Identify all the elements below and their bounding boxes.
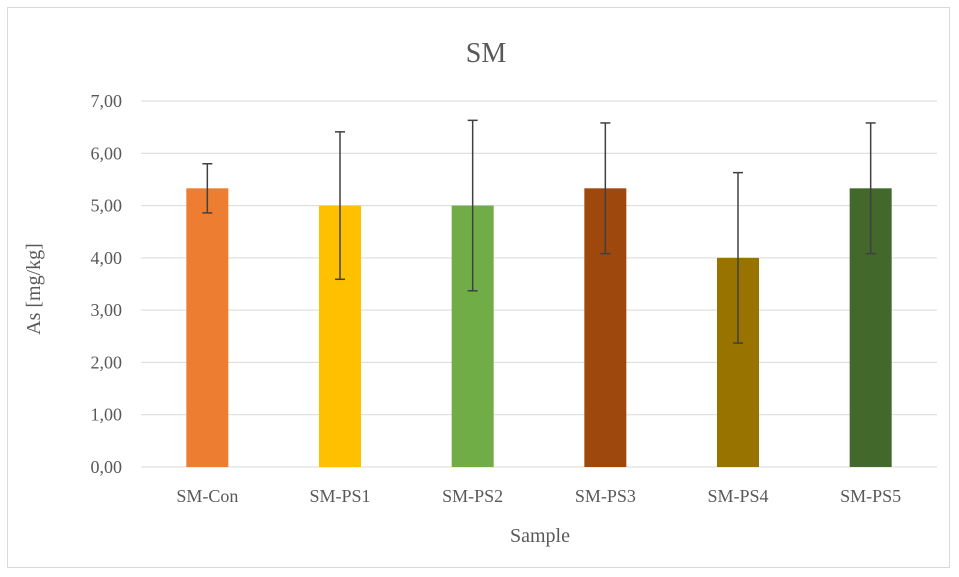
y-tick-label: 1,00 bbox=[91, 405, 123, 425]
error-bars bbox=[202, 119, 876, 344]
y-tick-label: 4,00 bbox=[91, 248, 123, 268]
error-bar bbox=[467, 119, 478, 292]
x-axis-label: Sample bbox=[510, 525, 570, 547]
error-bar bbox=[202, 162, 213, 214]
chart-title: SM bbox=[466, 38, 507, 69]
x-tick-label: SM-PS2 bbox=[442, 486, 503, 506]
y-tick-label: 0,00 bbox=[91, 457, 123, 477]
y-tick-label: 7,00 bbox=[91, 91, 123, 111]
y-tick-label: 2,00 bbox=[91, 352, 123, 372]
bar-sm-con bbox=[186, 188, 229, 467]
y-tick-label: 3,00 bbox=[91, 300, 123, 320]
y-tick-label: 6,00 bbox=[91, 143, 123, 163]
bars bbox=[186, 188, 892, 468]
y-axis-tick-labels: 0,00 1,00 2,00 3,00 4,00 5,00 6,00 7,00 bbox=[91, 91, 123, 477]
x-tick-label: SM-Con bbox=[176, 486, 238, 506]
x-tick-label: SM-PS4 bbox=[707, 486, 768, 506]
error-bar bbox=[733, 171, 743, 344]
x-tick-label: SM-PS3 bbox=[575, 486, 636, 506]
error-bar bbox=[335, 131, 345, 281]
error-bar bbox=[600, 122, 611, 255]
gridlines bbox=[141, 100, 937, 468]
y-axis-label: As [mg/kg] bbox=[23, 243, 45, 335]
y-tick-label: 5,00 bbox=[91, 196, 123, 216]
x-tick-label: SM-PS1 bbox=[309, 486, 370, 506]
error-bar bbox=[865, 122, 876, 255]
x-axis-tick-labels: SM-Con SM-PS1 SM-PS2 SM-PS3 SM-PS4 SM-PS5 bbox=[176, 486, 901, 506]
x-tick-label: SM-PS5 bbox=[840, 486, 901, 506]
